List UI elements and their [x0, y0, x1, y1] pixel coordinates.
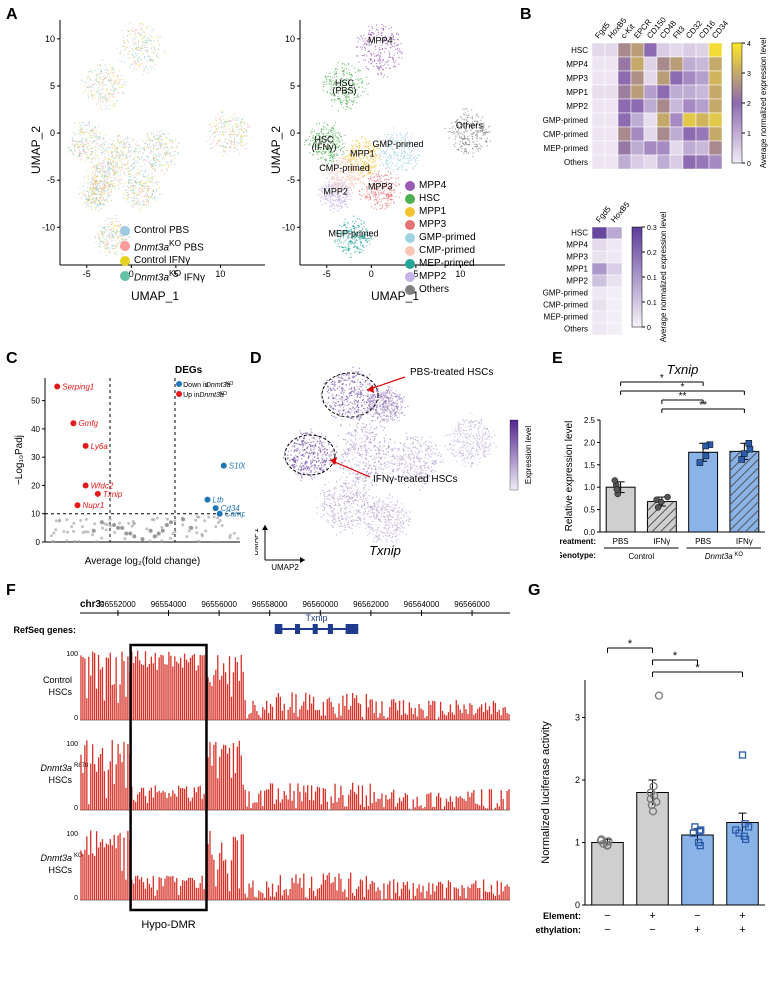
- panel-g: 0123Normalized luciferase activity***Ele…: [535, 630, 770, 950]
- umap-left-legend: Control PBSDnmt3aKO PBSControl IFNγDnmt3…: [120, 225, 205, 286]
- svg-text:0: 0: [369, 269, 374, 279]
- feature-plot: PBS-treated HSCsIFNγ-treated HSCsTxnipEx…: [255, 360, 545, 570]
- umap-right-ylabel: UMAP_2: [252, 15, 300, 285]
- panel-a: -50510-10-50510 UMAP_1 UMAP_2 -50510-10-…: [10, 15, 510, 345]
- svg-text:10: 10: [215, 269, 225, 279]
- panel-label-g: G: [528, 582, 540, 600]
- svg-text:-5: -5: [83, 269, 91, 279]
- bar-chart-g: 0123Normalized luciferase activity***Ele…: [535, 630, 770, 950]
- umap-right-legend: MPP4HSCMPP1MPP3GMP-primedCMP-primedMEP-p…: [405, 180, 476, 297]
- svg-text:-5: -5: [323, 269, 331, 279]
- umap-left-ylabel: UMAP_2: [12, 15, 60, 285]
- heatmap-bottom: Fgd5HoxB5HSCMPP4MPP3MPP1MPP2GMP-primedCM…: [530, 199, 770, 349]
- genome-tracks: chr3:96552000965540009655600096558000965…: [10, 595, 520, 985]
- bar-chart-e: Txnip0.00.51.01.52.02.5Relative expressi…: [560, 360, 770, 570]
- panel-c: 01020304050Serping1GmfgLy6aWfdc2TxnipNup…: [10, 360, 245, 570]
- panel-b: Fgd5HoxB5c-KitEPCRCD150CD48Flt3CD32CD16C…: [530, 15, 770, 350]
- volcano-plot: 01020304050Serping1GmfgLy6aWfdc2TxnipNup…: [10, 360, 245, 570]
- panel-d: PBS-treated HSCsIFNγ-treated HSCsTxnipEx…: [255, 360, 545, 570]
- heatmap-top: Fgd5HoxB5c-KitEPCRCD150CD48Flt3CD32CD16C…: [530, 15, 770, 190]
- panel-f: chr3:96552000965540009655600096558000965…: [10, 595, 520, 985]
- umap-left-xlabel: UMAP_1: [40, 289, 270, 303]
- panel-e: Txnip0.00.51.01.52.02.5Relative expressi…: [560, 360, 770, 570]
- figure: A B C D E F G -50510-10-50510 UMAP_1 UMA…: [0, 0, 783, 1008]
